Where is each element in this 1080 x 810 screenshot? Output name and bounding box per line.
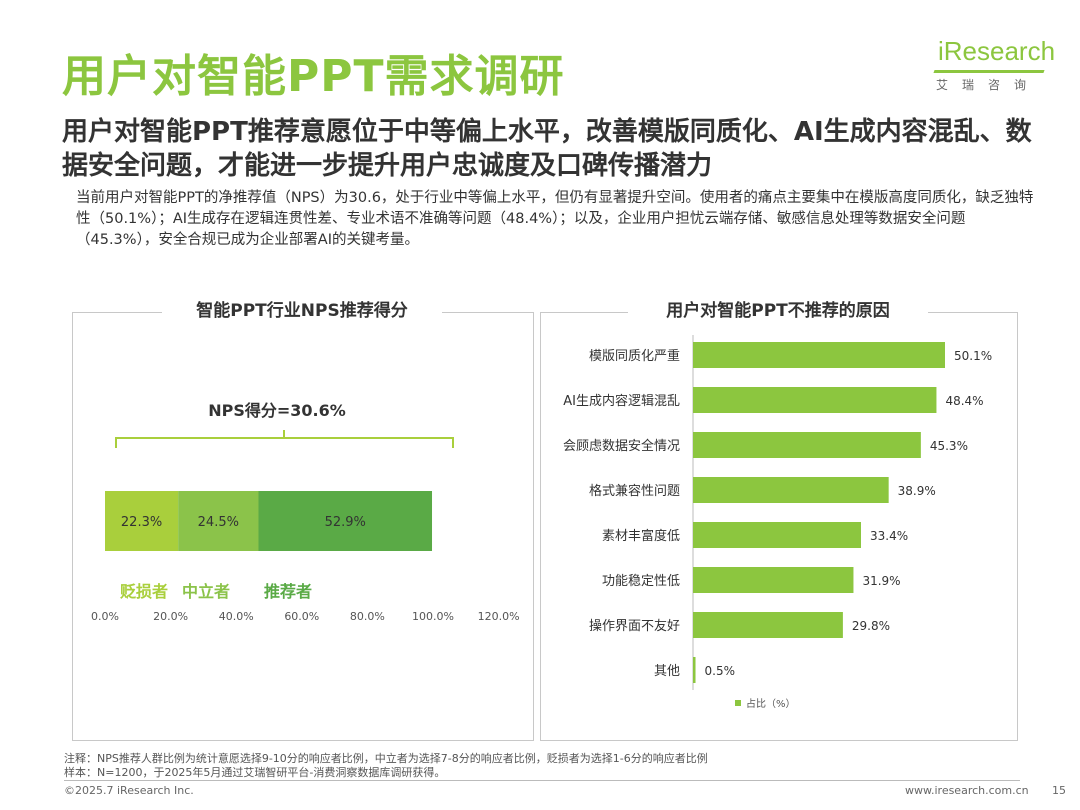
reason-value-label: 33.4% <box>870 529 908 543</box>
footnote-sample: 样本：N=1200，于2025年5月通过艾瑞智研平台-消费洞察数据库调研获得。 <box>64 766 446 779</box>
nps-bar-segment <box>105 491 179 551</box>
copyright: ©2025.7 iResearch Inc. <box>64 784 194 797</box>
reason-category-label: 操作界面不友好 <box>589 618 680 634</box>
reason-category-label: 素材丰富度低 <box>602 528 680 544</box>
nps-segment-label: 22.3% <box>121 515 162 530</box>
nps-bar-segment <box>258 491 433 551</box>
nps-panel <box>72 312 534 741</box>
nps-tick-label: 20.0% <box>153 610 188 623</box>
reason-bar <box>693 477 889 503</box>
nps-segment-label: 24.5% <box>198 515 239 530</box>
footnote: 注释：NPS推荐人群比例为统计意愿选择9-10分的响应者比例，中立者为选择7-8… <box>64 752 708 780</box>
nps-legend-label: 中立者 <box>182 582 230 601</box>
reason-bar <box>693 522 861 548</box>
logo-underline <box>933 70 1045 73</box>
logo-wordmark: iResearch <box>938 36 1056 66</box>
nps-tick-label: 0.0% <box>91 610 119 623</box>
nps-tick-label: 120.0% <box>478 610 520 623</box>
iresearch-logo: iResearch 艾瑞咨询 <box>930 36 1055 96</box>
reasons-chart-title: 用户对智能PPT不推荐的原因 <box>628 296 928 321</box>
reason-category-label: AI生成内容逻辑混乱 <box>563 393 680 409</box>
nps-brace <box>115 430 454 448</box>
nps-bar-segment <box>178 491 259 551</box>
reason-value-label: 38.9% <box>898 484 936 498</box>
reason-bar <box>693 342 945 368</box>
reasons-chart: 模版同质化严重 50.1% AI生成内容逻辑混乱 48.4% 会顾虑数据安全情况 45.3… <box>563 335 992 710</box>
reason-bar <box>693 567 854 593</box>
nps-chart: NPS得分=30.6% 22.3% 24.5% 52.9% 贬损者 中立者 推荐者 0.… <box>91 401 520 623</box>
nps-tick-label: 100.0% <box>412 610 454 623</box>
reason-category-label: 其他 <box>654 664 680 679</box>
reason-bar <box>693 387 937 413</box>
reason-bar <box>693 612 843 638</box>
nps-chart-title: 智能PPT行业NPS推荐得分 <box>162 296 442 321</box>
reason-category-label: 模版同质化严重 <box>589 348 680 364</box>
reason-value-label: 45.3% <box>930 439 968 453</box>
reason-value-label: 29.8% <box>852 619 890 633</box>
nps-legend-label: 贬损者 <box>120 582 168 601</box>
legend-swatch <box>735 700 741 706</box>
logo-subtitle: 艾瑞咨询 <box>936 78 1041 92</box>
legend-label: 占比（%） <box>746 697 796 710</box>
reason-value-label: 48.4% <box>945 394 983 408</box>
website-link[interactable]: www.iresearch.com.cn <box>905 784 1029 797</box>
nps-tick-label: 40.0% <box>219 610 254 623</box>
footer-divider <box>64 780 1020 781</box>
nps-tick-label: 60.0% <box>284 610 319 623</box>
reason-value-label: 0.5% <box>705 664 736 678</box>
footnote-note: 注释：NPS推荐人群比例为统计意愿选择9-10分的响应者比例，中立者为选择7-8… <box>64 752 708 765</box>
nps-score-annotation: NPS得分=30.6% <box>208 401 346 420</box>
page-subtitle: 用户对智能PPT推荐意愿位于中等偏上水平，改善模版同质化、AI生成内容混乱、数据… <box>62 117 1032 181</box>
reason-category-label: 会顾虑数据安全情况 <box>563 438 680 454</box>
reason-bar <box>693 432 921 458</box>
reason-bar <box>693 657 696 683</box>
nps-segment-label: 52.9% <box>325 515 366 530</box>
nps-legend-label: 推荐者 <box>264 582 312 601</box>
page-title: 用户对智能PPT需求调研 <box>62 51 565 102</box>
page-number: 15 <box>1052 784 1066 797</box>
reason-category-label: 格式兼容性问题 <box>589 483 680 499</box>
reasons-panel <box>540 312 1018 741</box>
reason-value-label: 31.9% <box>862 574 900 588</box>
reason-category-label: 功能稳定性低 <box>602 573 680 589</box>
page-description: 当前用户对智能PPT的净推荐值（NPS）为30.6，处于行业中等偏上水平，但仍有… <box>76 190 1034 248</box>
reason-value-label: 50.1% <box>954 349 992 363</box>
nps-tick-label: 80.0% <box>350 610 385 623</box>
